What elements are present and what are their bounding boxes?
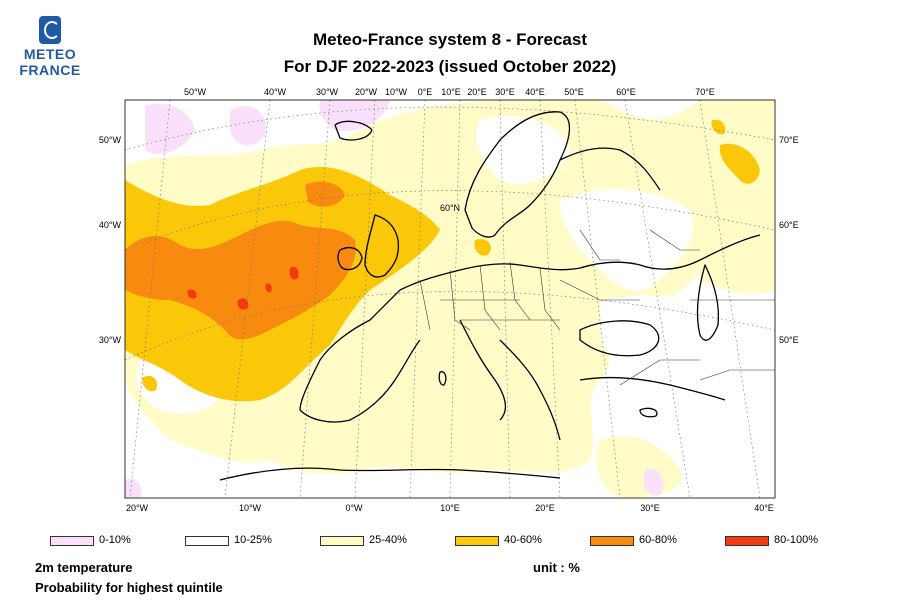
map-content [125, 100, 775, 498]
top-lon-label: 10°E [441, 87, 461, 97]
coast-continent [399, 234, 761, 291]
product-description: Probability for highest quintile [35, 580, 223, 595]
left-lat-label: 40°W [99, 220, 122, 230]
top-lon-label: 0°E [418, 87, 433, 97]
unit-label: unit : % [533, 560, 580, 575]
top-lon-label: 50°W [184, 87, 207, 97]
map-subtitle: For DJF 2022-2023 (issued October 2022) [283, 57, 617, 76]
coast-iberia [299, 289, 421, 423]
coast-finland-russia [559, 147, 661, 191]
zone-0-10-a [145, 103, 195, 154]
bottom-lon-label: 30°E [640, 503, 660, 513]
zone-80-100-c [187, 289, 197, 299]
coast-north-africa [219, 467, 561, 481]
top-lon-label: 20°E [467, 87, 487, 97]
coast-italy [459, 319, 507, 421]
left-lat-label: 30°W [99, 335, 122, 345]
bottom-lon-label: 40°E [754, 503, 774, 513]
top-lon-label: 60°E [616, 87, 636, 97]
legend-swatch [725, 536, 769, 546]
logo-emblem-icon [39, 16, 61, 44]
coastlines [219, 111, 761, 481]
coast-balkans [499, 339, 561, 441]
right-lat-label: 50°E [779, 335, 799, 345]
coast-turkey [579, 376, 726, 401]
zone-10-25-north [476, 116, 570, 184]
legend-label: 80-100% [774, 534, 819, 546]
legend-swatch [50, 536, 94, 546]
zone-80-100-a [289, 266, 299, 280]
right-latitude-labels: 70°E 60°E 50°E [779, 135, 799, 345]
zone-40-60-island-a [142, 375, 158, 392]
bottom-longitude-labels: 20°W 10°W 0°W 10°E 20°E 30°E 40°E [126, 503, 774, 513]
zone-40-60-island-c [719, 143, 760, 184]
top-lon-label: 40°E [525, 87, 545, 97]
top-lon-label: 30°E [495, 87, 515, 97]
right-lat-label: 60°E [779, 220, 799, 230]
coast-black-sea [579, 320, 660, 357]
legend-label: 25-40% [369, 534, 407, 546]
zone-60-80-north [305, 181, 345, 207]
coast-caspian [696, 264, 720, 341]
coast-sardinia [438, 371, 447, 386]
zone-40-60-island-d [711, 119, 726, 135]
top-lon-label: 10°W [385, 87, 408, 97]
zone-80-100-b [237, 298, 249, 310]
left-latitude-labels: 50°W 40°W 30°W [99, 135, 122, 345]
legend-label: 40-60% [504, 534, 542, 546]
top-lon-label: 40°W [264, 87, 287, 97]
zone-60-80 [125, 220, 356, 340]
legend-swatch [455, 536, 499, 546]
graticule [125, 100, 775, 498]
coast-ireland [337, 247, 363, 271]
variable-name: 2m temperature [35, 560, 133, 575]
legend-swatch [320, 536, 364, 546]
top-lon-label: 20°W [355, 87, 378, 97]
bottom-lon-label: 20°E [535, 503, 555, 513]
bottom-lon-label: 0°W [345, 503, 363, 513]
legend-label: 60-80% [639, 534, 677, 546]
legend-label: 0-10% [99, 534, 131, 546]
zone-40-60-island-b [474, 239, 491, 256]
inner-lat-label: 60°N [440, 203, 460, 213]
zone-10-25-southeast [600, 295, 775, 432]
legend: 0-10% 10-25% 25-40% 40-60% 60-80% 80-100… [50, 534, 850, 548]
legend-swatch [185, 536, 229, 546]
coast-cyprus [639, 407, 658, 418]
map-title: Meteo-France system 8 - Forecast [313, 30, 587, 49]
zone-10-25-east [560, 189, 693, 291]
top-longitude-labels: 50°W 40°W 30°W 20°W 10°W 0°E 10°E 20°E 3… [184, 87, 715, 97]
zone-80-100-d [265, 283, 272, 293]
bottom-lon-label: 10°E [440, 503, 460, 513]
zone-0-10-e [643, 469, 664, 496]
right-lat-label: 70°E [779, 135, 799, 145]
legend-swatch [590, 536, 634, 546]
top-lon-label: 70°E [695, 87, 715, 97]
legend-label: 10-25% [234, 534, 272, 546]
meteo-france-logo: METEO FRANCE [14, 16, 86, 78]
coast-uk [364, 214, 400, 278]
zone-0-10-d [125, 478, 142, 498]
top-lon-label: 50°E [564, 87, 584, 97]
coast-iceland [334, 120, 373, 141]
bottom-lon-label: 20°W [126, 503, 149, 513]
map-frame [124, 99, 776, 499]
bottom-lon-label: 10°W [239, 503, 262, 513]
zone-0-10-b [230, 106, 266, 146]
left-lat-label: 50°W [99, 135, 122, 145]
borders [419, 229, 775, 386]
logo-text-line2: FRANCE [19, 62, 81, 78]
logo-text-line1: METEO [23, 46, 77, 62]
top-lon-label: 30°W [316, 87, 339, 97]
